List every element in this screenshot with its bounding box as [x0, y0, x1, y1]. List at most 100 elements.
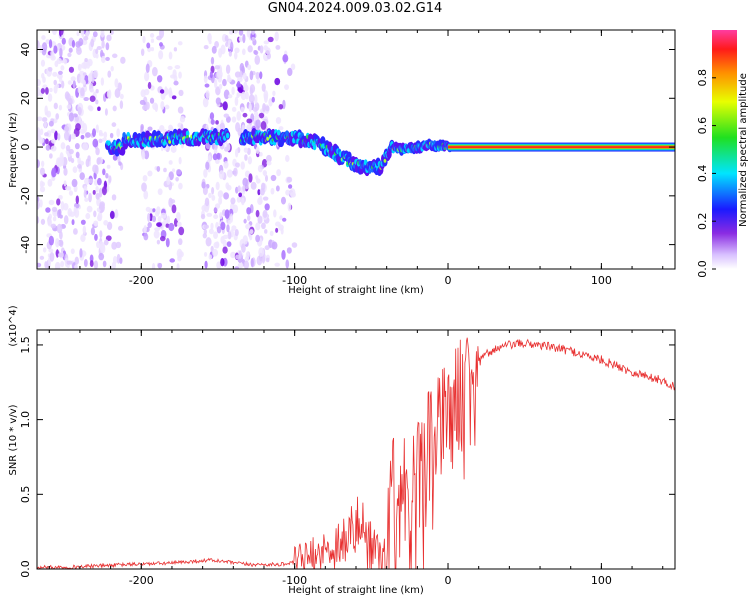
noise-blob	[178, 156, 182, 165]
colorbar-tick-label: 0.2	[696, 212, 709, 230]
noise-blob	[108, 89, 112, 100]
noise-blob	[147, 212, 151, 222]
noise-blob	[215, 158, 220, 164]
noise-blob	[216, 70, 223, 79]
noise-blob	[114, 208, 119, 219]
noise-blob	[61, 37, 66, 45]
noise-blob	[48, 120, 54, 127]
noise-blob	[140, 48, 145, 56]
noise-blob	[203, 44, 209, 50]
noise-blob	[80, 134, 85, 140]
noise-blob	[75, 123, 81, 131]
noise-blob	[100, 55, 106, 64]
noise-blob	[278, 224, 284, 231]
x-tick-label: -200	[129, 574, 154, 587]
noise-blob	[49, 252, 55, 262]
noise-blob	[256, 255, 263, 266]
noise-blob	[98, 138, 103, 144]
noise-blob	[39, 167, 45, 176]
noise-blob	[288, 184, 293, 189]
noise-blob	[87, 155, 91, 162]
noise-blob	[59, 239, 64, 248]
noise-blob	[63, 215, 69, 225]
noise-blob	[238, 36, 243, 42]
noise-blob	[95, 147, 100, 156]
noise-blob	[174, 64, 181, 70]
noise-blob	[103, 131, 108, 139]
noise-blob	[263, 90, 269, 100]
noise-blob	[276, 169, 281, 177]
noise-blob	[225, 64, 231, 75]
noise-blob	[270, 187, 275, 195]
noise-blob	[231, 225, 237, 231]
noise-blob	[74, 264, 79, 269]
noise-blob	[282, 217, 287, 222]
noise-blob	[214, 40, 219, 48]
noise-blob	[42, 76, 46, 83]
noise-blob	[44, 138, 49, 145]
noise-blob	[149, 33, 155, 38]
noise-blob	[77, 156, 81, 165]
noise-blob	[75, 41, 82, 48]
noise-blob	[203, 224, 209, 229]
noise-blob	[244, 84, 249, 92]
noise-blob	[52, 71, 58, 77]
noise-blob	[50, 55, 56, 61]
noise-blob	[80, 87, 85, 97]
noise-blob	[176, 221, 182, 227]
noise-blob	[176, 263, 180, 269]
noise-blob	[226, 169, 233, 178]
noise-blob	[82, 225, 87, 235]
noise-blob	[85, 30, 90, 38]
noise-blob	[235, 254, 241, 260]
noise-blob	[254, 94, 258, 105]
noise-blob	[164, 86, 168, 96]
noise-blob	[284, 84, 289, 90]
ridge-core	[285, 130, 289, 137]
noise-blob	[52, 30, 57, 35]
noise-blob	[74, 256, 80, 265]
noise-blob	[168, 90, 173, 99]
noise-blob	[37, 216, 40, 224]
noise-blob	[96, 241, 101, 249]
noise-blob	[248, 173, 253, 183]
noise-blob	[89, 260, 94, 267]
noise-blob	[119, 93, 124, 100]
noise-blob	[213, 214, 219, 220]
noise-blob	[67, 80, 72, 85]
noise-blob	[58, 104, 63, 111]
noise-blob	[212, 248, 218, 257]
noise-blob	[69, 211, 76, 218]
noise-blob	[222, 101, 228, 111]
noise-blob	[95, 193, 100, 200]
noise-blob	[93, 260, 99, 269]
noise-blob	[92, 31, 98, 38]
noise-blob	[243, 260, 250, 269]
noise-blob	[117, 155, 121, 164]
noise-blob	[172, 69, 177, 79]
noise-blob	[95, 48, 99, 55]
noise-blob	[269, 230, 274, 237]
noise-blob	[259, 71, 263, 80]
ridge-peak	[383, 158, 387, 163]
noise-blob	[242, 177, 248, 187]
noise-blob	[240, 106, 245, 113]
noise-blob	[209, 71, 213, 79]
noise-blob	[159, 89, 165, 94]
noise-blob	[236, 82, 242, 88]
noise-blob	[56, 57, 63, 65]
noise-blob	[118, 161, 122, 166]
noise-blob	[50, 223, 57, 229]
noise-blob	[68, 66, 75, 73]
noise-blob	[106, 221, 113, 231]
noise-blob	[266, 52, 271, 60]
noise-blob	[166, 176, 171, 186]
noise-blob	[218, 48, 223, 58]
noise-blob	[70, 133, 76, 140]
noise-blob	[168, 160, 173, 165]
noise-blob	[99, 230, 103, 239]
noise-blob	[230, 41, 234, 51]
noise-blob	[79, 248, 83, 258]
noise-blob	[233, 51, 238, 60]
noise-blob	[225, 41, 229, 47]
